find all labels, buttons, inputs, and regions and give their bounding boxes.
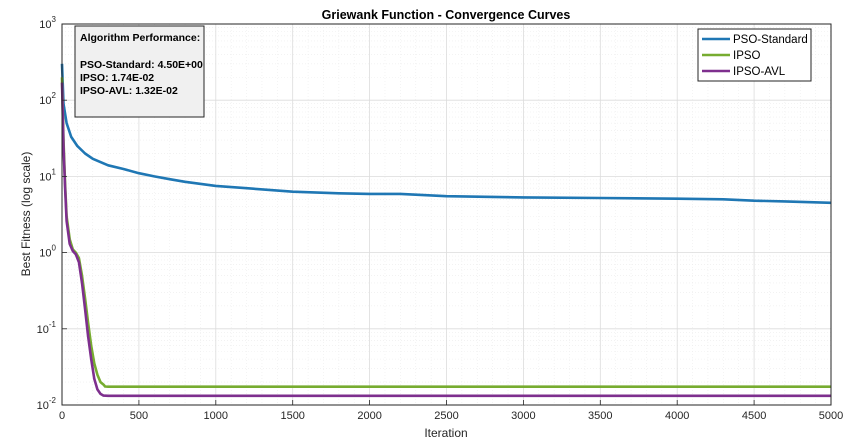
x-tick-label: 3500	[588, 410, 612, 422]
y-tick-label: 101	[39, 167, 56, 183]
performance-annotation: Algorithm Performance: PSO-Standard: 4.5…	[74, 25, 205, 118]
annotation-background	[74, 25, 205, 118]
annotation-heading: Algorithm Performance:	[80, 32, 200, 44]
annotation-line-ipso-avl: IPSO-AVL: 1.32E-02	[80, 85, 178, 97]
y-tick-label: 103	[39, 15, 56, 31]
x-tick-label: 1500	[280, 410, 304, 422]
x-tick-label: 2500	[434, 410, 458, 422]
y-tick-label: 102	[39, 91, 56, 107]
x-tick-label: 3000	[511, 410, 535, 422]
y-tick-label: 10-1	[37, 320, 57, 336]
grid-lines	[61, 23, 832, 406]
axis-ticks: 0 500 1000 1500 2000 2500 3000 3500 4000 4500 5000…	[37, 15, 844, 422]
x-tick-label: 4000	[665, 410, 689, 422]
series-lines	[60, 63, 832, 398]
legend: PSO-Standard IPSO IPSO-AVL	[697, 28, 812, 82]
chart-title: Griewank Function - Convergence Curves	[322, 8, 571, 22]
series-line-ipso-avl	[60, 82, 831, 398]
x-tick-label: 4500	[742, 410, 766, 422]
legend-label-pso-standard: PSO-Standard	[733, 34, 808, 46]
legend-label-ipso: IPSO	[733, 50, 761, 62]
series-line-pso-standard	[60, 63, 832, 205]
x-tick-label: 500	[130, 410, 148, 422]
legend-label-ipso-avl: IPSO-AVL	[733, 66, 786, 78]
x-tick-label: 1000	[204, 410, 228, 422]
annotation-line-ipso: IPSO: 1.74E-02	[80, 72, 154, 84]
y-tick-label: 100	[39, 244, 56, 260]
x-tick-label: 0	[59, 410, 65, 422]
y-axis-label: Best Fitness (log scale)	[19, 152, 33, 277]
x-tick-label: 2000	[357, 410, 381, 422]
x-axis-label: Iteration	[424, 426, 467, 439]
y-tick-label: 10-2	[37, 396, 57, 412]
x-tick-label: 5000	[819, 410, 843, 422]
annotation-line-pso-standard: PSO-Standard: 4.50E+00	[80, 59, 203, 71]
